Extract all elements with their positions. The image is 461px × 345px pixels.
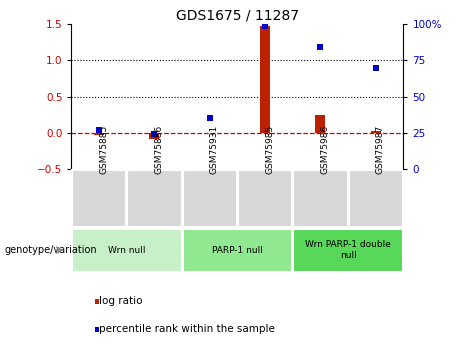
FancyBboxPatch shape	[72, 229, 182, 272]
Bar	[95, 298, 99, 304]
Text: PARP-1 null: PARP-1 null	[212, 246, 263, 255]
FancyBboxPatch shape	[72, 170, 126, 227]
Text: GSM75987: GSM75987	[376, 125, 385, 174]
Text: Wrn null: Wrn null	[108, 246, 146, 255]
Bar	[260, 26, 270, 133]
FancyBboxPatch shape	[293, 229, 403, 272]
Text: percentile rank within the sample: percentile rank within the sample	[100, 324, 275, 334]
FancyBboxPatch shape	[183, 229, 292, 272]
Bar	[149, 133, 160, 139]
Bar	[95, 326, 99, 332]
FancyBboxPatch shape	[127, 170, 182, 227]
Text: log ratio: log ratio	[100, 296, 143, 306]
FancyBboxPatch shape	[238, 170, 292, 227]
Text: GSM75985: GSM75985	[265, 125, 274, 174]
Title: GDS1675 / 11287: GDS1675 / 11287	[176, 9, 299, 23]
FancyBboxPatch shape	[293, 170, 348, 227]
Text: Wrn PARP-1 double
null: Wrn PARP-1 double null	[305, 240, 391, 260]
Bar	[94, 133, 104, 135]
FancyBboxPatch shape	[183, 170, 237, 227]
FancyBboxPatch shape	[349, 170, 403, 227]
Bar	[371, 131, 381, 133]
Text: GSM75886: GSM75886	[154, 125, 164, 174]
Bar	[315, 115, 325, 133]
Text: genotype/variation: genotype/variation	[5, 245, 97, 255]
Text: GSM75986: GSM75986	[320, 125, 330, 174]
Text: GSM75931: GSM75931	[210, 125, 219, 174]
Text: GSM75885: GSM75885	[99, 125, 108, 174]
